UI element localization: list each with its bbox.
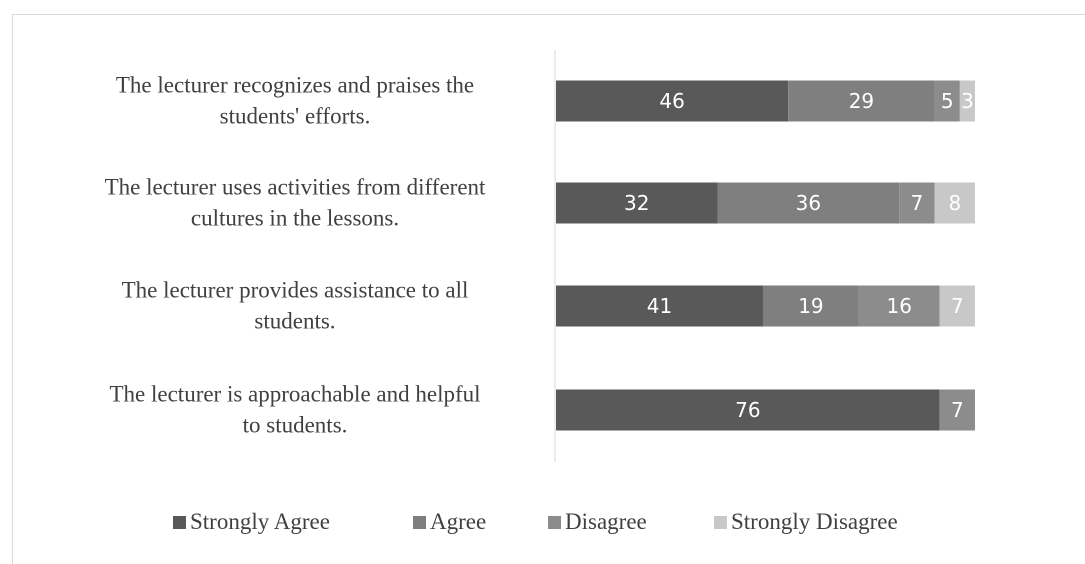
category-label: The lecturer provides assistance to all xyxy=(122,278,469,303)
bar-segment xyxy=(858,285,940,327)
bar-value-label: 3 xyxy=(961,89,974,113)
category-labels: The lecturer recognizes and praises the s… xyxy=(105,73,486,438)
bar-value-label: 36 xyxy=(796,191,821,215)
bar-segment xyxy=(939,285,975,327)
bar-value-label: 8 xyxy=(948,191,961,215)
bars-group: 46 29 5 332 36 7 841 19 16 776 7 xyxy=(556,80,975,431)
legend-swatch xyxy=(548,516,561,529)
bar-segment xyxy=(788,80,935,122)
category-label: The lecturer is approachable and helpful xyxy=(109,382,480,407)
bar-segment xyxy=(939,389,975,431)
legend-swatch xyxy=(173,516,186,529)
legend: Strongly Agree Agree Disagree Strongly Disa… xyxy=(173,509,898,534)
category-label: to students. xyxy=(243,413,348,438)
bar-value-label: 5 xyxy=(941,89,954,113)
bar-value-label: 7 xyxy=(951,398,964,422)
bar-value-label: 16 xyxy=(887,294,912,318)
bar-segment xyxy=(556,182,718,224)
bar-segment xyxy=(934,182,975,224)
category-label: students. xyxy=(254,309,335,334)
bar-value-label: 32 xyxy=(624,191,649,215)
bar-value-label: 41 xyxy=(647,294,672,318)
legend-swatch xyxy=(413,516,426,529)
bar-segment xyxy=(556,285,763,327)
bar-value-label: 19 xyxy=(798,294,823,318)
category-label: students' efforts. xyxy=(220,104,371,129)
category-label: The lecturer recognizes and praises the xyxy=(116,73,474,98)
bar-segment xyxy=(899,182,935,224)
bar-segment xyxy=(556,80,789,122)
bar-value-label: 7 xyxy=(951,294,964,318)
category-label: cultures in the lessons. xyxy=(191,206,399,231)
legend-label: Agree xyxy=(430,509,486,534)
legend-label: Strongly Disagree xyxy=(731,509,898,534)
legend-label: Disagree xyxy=(565,509,647,534)
chart-frame xyxy=(12,14,1085,564)
bar-segment xyxy=(556,389,940,431)
bar-value-label: 29 xyxy=(849,89,874,113)
bar-segment xyxy=(762,285,859,327)
legend-label: Strongly Agree xyxy=(190,509,330,534)
category-label: The lecturer uses activities from differ… xyxy=(105,175,486,200)
bar-segment xyxy=(934,80,960,122)
legend-swatch xyxy=(714,516,727,529)
bar-segment xyxy=(717,182,900,224)
bar-value-label: 46 xyxy=(659,89,684,113)
bar-segment xyxy=(959,80,975,122)
bar-value-label: 7 xyxy=(911,191,924,215)
bar-value-label: 76 xyxy=(735,398,760,422)
